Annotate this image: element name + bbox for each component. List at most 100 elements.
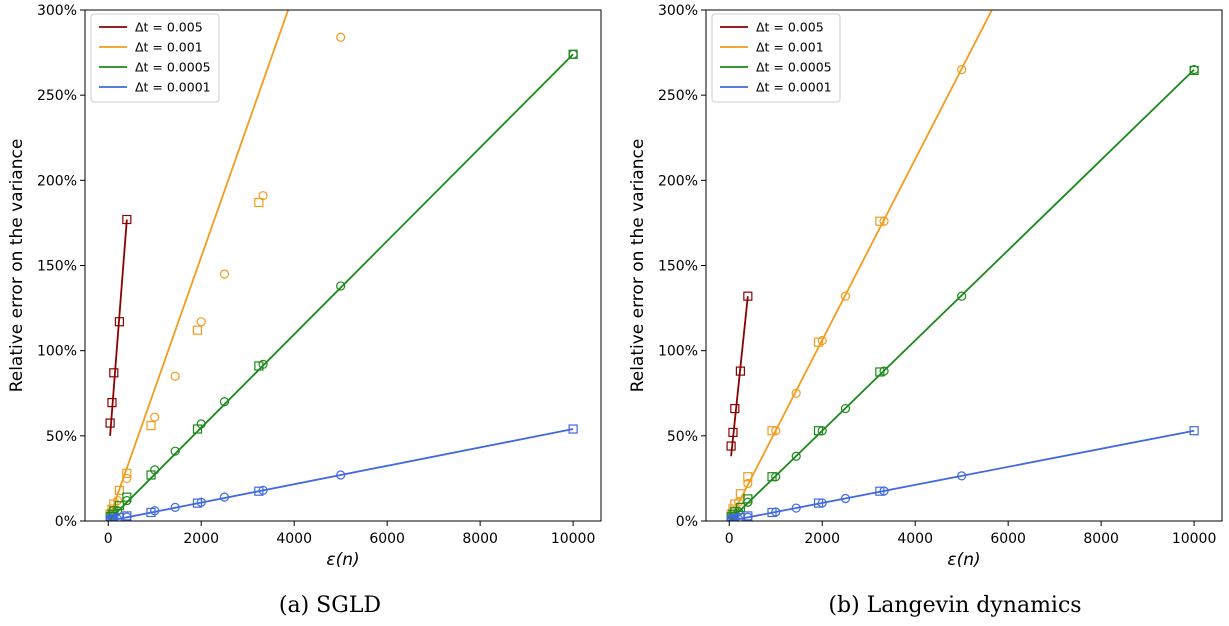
circle-marker xyxy=(957,291,967,301)
square-marker xyxy=(767,507,777,518)
x-tick-label: 8000 xyxy=(462,531,498,547)
y-tick-label: 200% xyxy=(37,173,77,189)
circle-marker xyxy=(196,317,206,327)
circle-marker xyxy=(743,478,753,489)
square-marker xyxy=(743,291,753,301)
chart-panel-1: 0 2000 4000 6000 8000 10000 0% 50% 100% 150% 200% 2… xyxy=(7,3,602,618)
square-marker xyxy=(1189,65,1199,76)
y-tick-label: 100% xyxy=(37,344,77,360)
x-tick-label: 6000 xyxy=(990,531,1026,547)
y-tick-label: 150% xyxy=(658,259,698,275)
square-marker xyxy=(122,214,132,225)
y-axis-label: Relative error on the variance xyxy=(628,139,648,393)
square-marker xyxy=(254,361,264,371)
legend-entry: Δt = 0.001 xyxy=(756,40,824,55)
series-line xyxy=(108,428,574,521)
square-marker xyxy=(109,499,119,509)
x-tick-label: 10000 xyxy=(551,531,596,547)
square-marker xyxy=(122,492,132,502)
square-marker xyxy=(146,421,156,431)
circle-marker xyxy=(336,32,346,42)
circle-marker xyxy=(219,269,230,279)
square-marker xyxy=(730,403,740,414)
square-marker xyxy=(735,489,746,499)
square-marker xyxy=(568,49,578,59)
circle-marker xyxy=(840,493,851,504)
circle-marker xyxy=(336,470,346,480)
square-marker xyxy=(813,337,824,347)
circle-marker xyxy=(791,451,801,461)
chart-panel-2: 0 2000 4000 6000 8000 10000 0% 50% 100% 150% 200% 2… xyxy=(628,3,1223,618)
square-marker xyxy=(767,426,777,436)
circle-marker xyxy=(170,446,180,456)
square-marker xyxy=(743,494,753,504)
x-tick-label: 0 xyxy=(104,531,113,547)
circle-marker xyxy=(170,371,180,381)
series-line xyxy=(728,10,993,521)
legend-entry: Δt = 0.0001 xyxy=(135,80,211,95)
square-marker xyxy=(743,472,753,482)
series-line xyxy=(109,219,128,436)
legend-entry: Δt = 0.005 xyxy=(756,20,824,35)
x-tick-label: 10000 xyxy=(1172,531,1217,547)
x-axis-label: ε(n) xyxy=(947,550,980,570)
y-tick-label: 250% xyxy=(37,88,77,104)
y-tick-label: 300% xyxy=(658,3,698,19)
square-marker xyxy=(767,472,777,482)
x-tick-label: 2000 xyxy=(804,531,840,547)
x-tick-label: 0 xyxy=(725,531,734,547)
square-marker xyxy=(1189,426,1199,436)
circle-marker xyxy=(840,403,851,414)
series-4 xyxy=(105,424,578,521)
square-marker xyxy=(730,513,740,521)
square-marker xyxy=(122,511,132,521)
circle-marker xyxy=(957,471,967,481)
square-marker xyxy=(114,501,125,511)
square-marker xyxy=(192,325,203,335)
series-3 xyxy=(726,65,1199,521)
y-tick-label: 50% xyxy=(667,429,698,445)
square-marker xyxy=(146,470,156,480)
legend-box xyxy=(90,13,220,103)
legend-entry: Δt = 0.001 xyxy=(135,40,203,55)
square-marker xyxy=(813,426,824,436)
series-3 xyxy=(105,49,578,521)
x-tick-label: 8000 xyxy=(1083,531,1119,547)
square-marker xyxy=(254,197,264,208)
square-marker xyxy=(254,486,264,496)
x-tick-label: 6000 xyxy=(369,531,405,547)
legend-entry: Δt = 0.005 xyxy=(135,20,203,35)
series-line xyxy=(728,68,1195,521)
square-marker xyxy=(728,427,738,438)
square-marker xyxy=(109,368,119,378)
figure-caption: (b) Langevin dynamics xyxy=(828,593,1081,618)
square-marker xyxy=(735,502,746,512)
square-marker xyxy=(813,498,824,508)
series-4 xyxy=(726,426,1199,521)
square-marker xyxy=(107,398,117,408)
series-line xyxy=(730,296,749,457)
x-tick-label: 2000 xyxy=(183,531,219,547)
x-tick-label: 4000 xyxy=(276,531,312,547)
legend: Δt = 0.005 Δt = 0.001 Δt = 0.0005 Δt = 0.00… xyxy=(90,13,220,103)
circle-marker xyxy=(791,388,801,398)
y-tick-label: 200% xyxy=(658,173,698,189)
circle-marker xyxy=(336,281,346,291)
square-marker xyxy=(109,513,119,521)
square-marker xyxy=(105,418,115,428)
y-tick-label: 250% xyxy=(658,88,698,104)
square-marker xyxy=(192,424,203,434)
x-axis-label: ε(n) xyxy=(326,550,359,570)
series-1 xyxy=(105,214,132,436)
y-tick-label: 150% xyxy=(37,259,77,275)
square-marker xyxy=(122,468,132,478)
y-tick-label: 0% xyxy=(55,514,77,530)
circle-marker xyxy=(170,502,180,512)
square-marker xyxy=(192,498,203,508)
y-tick-label: 100% xyxy=(658,344,698,360)
y-tick-label: 0% xyxy=(676,514,698,530)
figure-caption: (a) SGLD xyxy=(279,593,381,618)
y-axis-label: Relative error on the variance xyxy=(7,139,27,393)
square-marker xyxy=(114,485,125,495)
square-marker xyxy=(114,317,125,327)
